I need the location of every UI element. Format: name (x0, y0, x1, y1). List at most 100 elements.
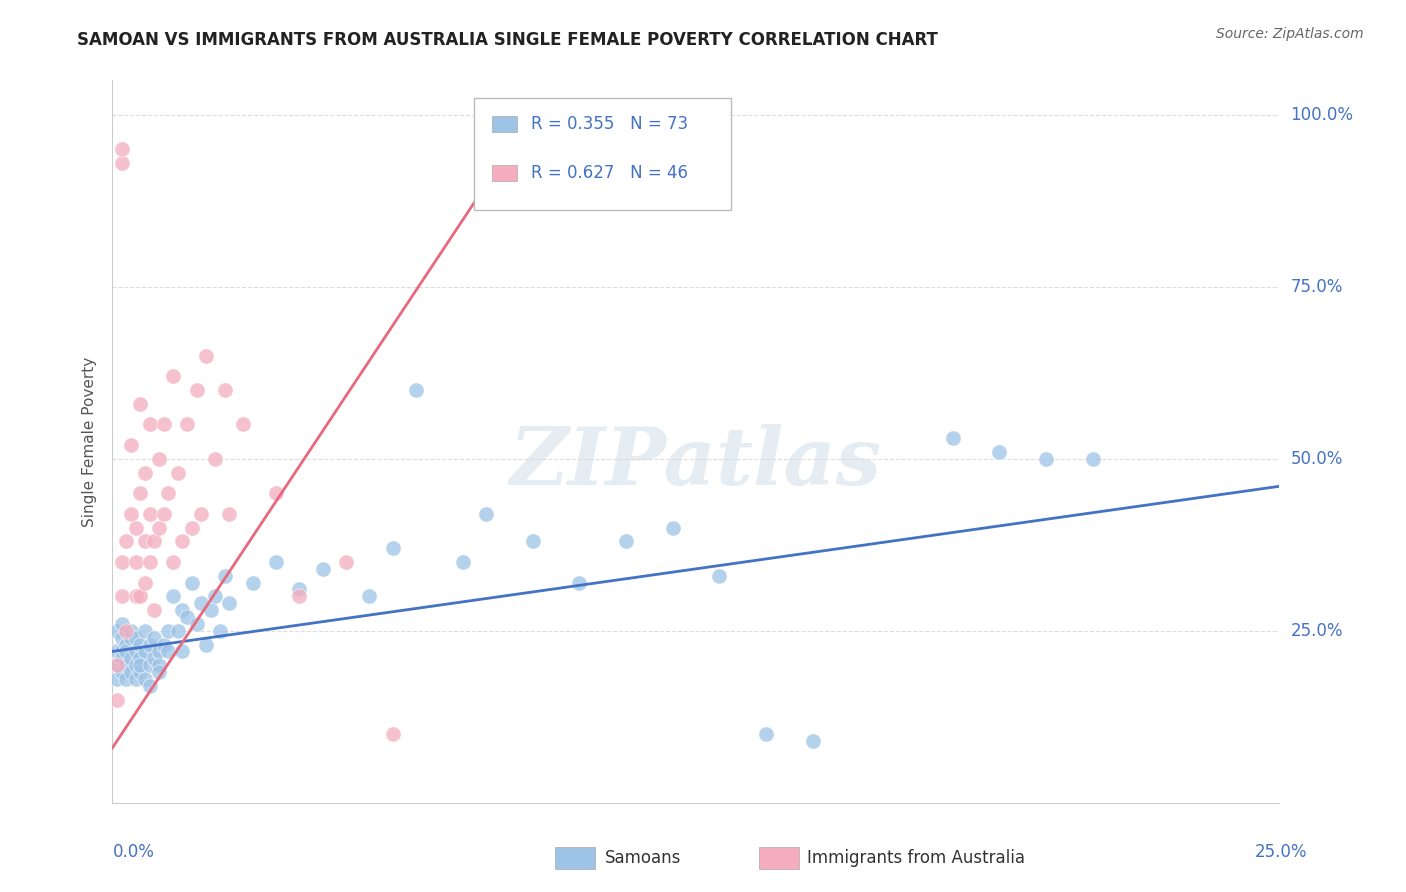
Point (120, 665, 142, 679)
Point (172, 603, 194, 617)
Point (162, 555, 184, 569)
Point (134, 534, 156, 549)
Point (129, 638, 152, 652)
Point (115, 638, 138, 652)
Point (111, 616, 134, 631)
Point (111, 555, 134, 569)
Point (134, 575, 156, 590)
Point (111, 631, 134, 645)
Point (148, 644, 170, 658)
Point (1035, 451, 1057, 466)
Point (568, 575, 591, 590)
Text: Immigrants from Australia: Immigrants from Australia (807, 849, 1025, 867)
Point (264, 555, 287, 569)
Point (451, 555, 474, 569)
Point (139, 417, 162, 432)
Text: 25.0%: 25.0% (1291, 622, 1343, 640)
Point (125, 631, 148, 645)
Text: Source: ZipAtlas.com: Source: ZipAtlas.com (1216, 27, 1364, 41)
Point (190, 596, 212, 610)
FancyBboxPatch shape (492, 116, 517, 132)
Point (125, 555, 148, 569)
Point (129, 590, 152, 604)
Point (105, 644, 128, 658)
Point (186, 383, 208, 397)
Point (288, 582, 311, 597)
Point (1081, 451, 1104, 466)
Point (125, 590, 148, 604)
Point (115, 658, 138, 673)
Point (157, 644, 180, 658)
Point (522, 534, 544, 549)
Text: 50.0%: 50.0% (1291, 450, 1343, 467)
Text: SAMOAN VS IMMIGRANTS FROM AUSTRALIA SINGLE FEMALE POVERTY CORRELATION CHART: SAMOAN VS IMMIGRANTS FROM AUSTRALIA SING… (77, 31, 938, 49)
Point (288, 590, 311, 604)
Point (115, 644, 138, 658)
Point (614, 534, 637, 549)
Point (242, 575, 264, 590)
Point (942, 431, 965, 445)
Point (218, 596, 240, 610)
Point (166, 624, 188, 638)
Point (134, 466, 156, 480)
Text: ZIPatlas: ZIPatlas (510, 425, 882, 502)
Point (111, 156, 134, 170)
Point (190, 507, 212, 521)
Point (134, 644, 156, 658)
Point (134, 672, 156, 686)
Text: R = 0.355   N = 73: R = 0.355 N = 73 (531, 115, 689, 133)
Point (105, 658, 128, 673)
Point (405, 383, 427, 397)
Point (134, 624, 156, 638)
Point (120, 651, 142, 665)
Point (176, 610, 198, 624)
Text: R = 0.627   N = 46: R = 0.627 N = 46 (531, 164, 689, 182)
Point (105, 672, 128, 686)
Point (208, 624, 231, 638)
Point (120, 507, 142, 521)
Point (162, 590, 184, 604)
Point (172, 644, 194, 658)
Point (125, 644, 148, 658)
Point (232, 417, 254, 432)
Point (214, 568, 236, 582)
Point (186, 616, 208, 631)
Point (111, 644, 134, 658)
Point (214, 383, 236, 397)
Point (129, 486, 152, 500)
Point (139, 555, 162, 569)
Point (129, 665, 152, 679)
Point (709, 568, 731, 582)
Point (162, 369, 184, 384)
Point (143, 631, 166, 645)
Point (129, 397, 152, 411)
Point (139, 638, 162, 652)
Point (153, 638, 176, 652)
Point (105, 692, 128, 706)
Text: 0.0%: 0.0% (112, 843, 155, 861)
Point (176, 417, 198, 432)
FancyBboxPatch shape (474, 98, 731, 211)
Point (111, 590, 134, 604)
Text: 75.0%: 75.0% (1291, 277, 1343, 296)
Point (200, 603, 222, 617)
Point (148, 451, 170, 466)
Point (105, 658, 128, 673)
Point (111, 142, 134, 156)
Point (120, 624, 142, 638)
Point (311, 562, 333, 576)
Text: 100.0%: 100.0% (1291, 105, 1354, 124)
Point (125, 520, 148, 534)
Point (111, 651, 134, 665)
Point (359, 590, 381, 604)
Point (194, 349, 217, 363)
Point (988, 445, 1011, 459)
Point (120, 631, 142, 645)
Point (218, 507, 240, 521)
Point (143, 534, 166, 549)
Point (180, 575, 202, 590)
Point (111, 665, 134, 679)
Point (381, 727, 404, 741)
Point (204, 590, 226, 604)
Y-axis label: Single Female Poverty: Single Female Poverty (82, 357, 97, 526)
